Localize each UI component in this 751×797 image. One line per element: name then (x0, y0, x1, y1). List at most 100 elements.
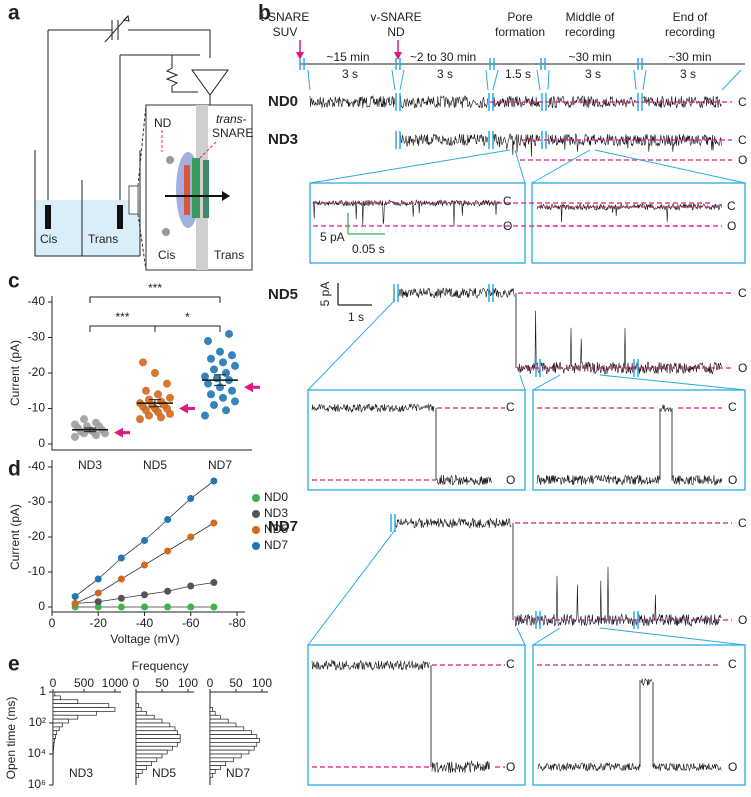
legend-marker (252, 494, 260, 502)
data-point (164, 587, 172, 595)
histogram-bar (52, 742, 55, 747)
zoom-line (516, 627, 526, 646)
membrane (196, 105, 208, 270)
stage-label: SUV (273, 25, 298, 39)
histogram-bar (135, 726, 176, 732)
histogram-bar (52, 722, 63, 728)
bilayer (128, 185, 139, 215)
row-label: ND3 (268, 131, 298, 148)
x-tick-label: 0 (50, 676, 57, 690)
histogram-bar (135, 730, 178, 735)
diagram-label: Trans (214, 248, 244, 262)
span-line (536, 69, 541, 91)
stage-label: Pore (507, 10, 533, 24)
panel-label: e (8, 653, 20, 676)
histogram-bar (135, 765, 147, 770)
histogram-bar (52, 745, 54, 751)
data-point (164, 516, 172, 523)
zoom-line (599, 374, 746, 391)
data-point (71, 432, 79, 441)
histogram-bar (135, 742, 178, 747)
stage-arrow (296, 52, 304, 60)
stage-label: Middle of (566, 10, 615, 24)
histogram-bar (209, 711, 216, 716)
circuit-wire (48, 15, 211, 58)
state-label: O (738, 361, 747, 375)
state-label: C (728, 657, 737, 671)
significance-bracket (154, 325, 221, 332)
x-tick-label: ND7 (208, 458, 232, 472)
histogram-bar (135, 769, 143, 774)
electrode (45, 205, 51, 229)
setup-diagram (34, 14, 253, 271)
zoom-line (307, 299, 396, 391)
data-point (204, 337, 212, 346)
y-axis-label: Current (pA) (8, 504, 22, 570)
x-tick-label: 50 (229, 676, 243, 690)
span-label: 3 s (680, 67, 696, 81)
data-point (219, 358, 227, 367)
histogram-bar (135, 745, 173, 751)
highlight-arrow (179, 403, 195, 414)
pointer (161, 130, 217, 159)
state-label: O (503, 219, 512, 233)
current-trace (536, 203, 723, 223)
state-label: C (728, 400, 737, 414)
data-point (201, 411, 209, 420)
data-point (204, 379, 212, 388)
histogram-bar (209, 707, 213, 712)
histogram-title: ND3 (69, 766, 93, 780)
span-line (633, 69, 637, 91)
current-trace (312, 199, 500, 226)
legend-label: ND7 (264, 538, 288, 552)
histogram-bar (209, 769, 216, 774)
duration-label: ~15 min (326, 50, 369, 64)
zoom-line (532, 627, 561, 646)
histogram-bar (209, 749, 250, 755)
span-line (547, 69, 550, 91)
y-tick-label: -40 (28, 459, 46, 473)
row-label: ND0 (268, 93, 298, 110)
data-point (201, 372, 209, 381)
histogram-bar (135, 711, 147, 716)
zoom-line (137, 104, 147, 271)
histogram-bar (135, 761, 152, 766)
data-point (225, 329, 233, 338)
state-label: O (738, 153, 747, 167)
x-tick-label: ND3 (78, 458, 102, 472)
stage-label: t-SNARE (261, 10, 310, 24)
data-point (117, 554, 125, 562)
data-point (207, 354, 215, 363)
histogram-bar (52, 699, 79, 704)
flux-arrow (222, 191, 230, 201)
current-trace (394, 517, 512, 529)
inset-box (531, 182, 746, 264)
y-tick-label: -20 (28, 365, 46, 379)
data-point (219, 393, 227, 402)
histogram-bar (209, 718, 229, 724)
scale-label: 0.05 s (352, 242, 385, 256)
y-tick-label: 10² (29, 715, 46, 729)
span-line (399, 69, 405, 91)
x-tick-label: -60 (182, 616, 200, 630)
data-point (210, 400, 218, 409)
state-label: C (738, 516, 747, 530)
legend-label: ND5 (264, 522, 288, 536)
zoom-line (531, 149, 591, 184)
span-label: 3 s (437, 67, 453, 81)
histogram-bar (135, 773, 139, 778)
data-point (80, 415, 88, 424)
zoom-line (309, 149, 511, 184)
data-point (142, 386, 150, 395)
x-tick-label: 1000 (102, 676, 129, 690)
data-point (228, 351, 236, 360)
data-point (207, 390, 215, 399)
histogram-bar (135, 749, 168, 755)
zoom-line (514, 149, 526, 184)
y-tick-label: 0 (38, 436, 45, 450)
inset-box (307, 389, 526, 491)
data-point (210, 519, 218, 527)
current-trace (640, 678, 653, 687)
